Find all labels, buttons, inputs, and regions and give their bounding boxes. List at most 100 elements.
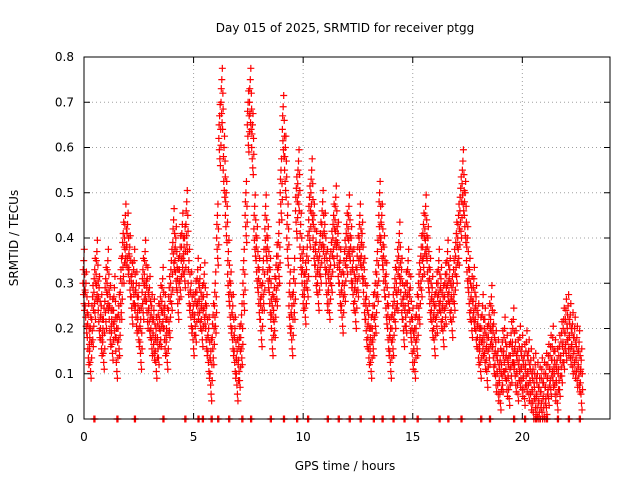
- data-point: [94, 277, 102, 285]
- data-point: [302, 320, 310, 328]
- data-point: [509, 315, 517, 323]
- data-point: [465, 266, 473, 274]
- y-tick-label: 0.1: [55, 367, 74, 381]
- data-point: [573, 322, 581, 330]
- data-point: [139, 266, 147, 274]
- data-point: [373, 309, 381, 317]
- data-point: [361, 254, 369, 262]
- data-point: [185, 257, 193, 265]
- data-point: [373, 282, 381, 290]
- data-point: [276, 279, 284, 287]
- data-point: [154, 311, 162, 319]
- data-point: [218, 110, 226, 118]
- data-point: [165, 284, 173, 292]
- data-point: [382, 270, 390, 278]
- data-point: [421, 211, 429, 219]
- data-point: [473, 306, 481, 314]
- x-tick-label: 15: [405, 430, 420, 444]
- data-point: [572, 343, 580, 351]
- data-point: [467, 279, 475, 287]
- data-point: [163, 358, 171, 366]
- data-point: [473, 282, 481, 290]
- data-point: [136, 338, 144, 346]
- data-point: [309, 180, 317, 188]
- data-point: [576, 327, 584, 335]
- data-point: [122, 200, 130, 208]
- data-point: [414, 331, 422, 339]
- data-point: [353, 277, 361, 285]
- data-point: [293, 227, 301, 235]
- data-point: [291, 295, 299, 303]
- data-point: [519, 331, 527, 339]
- data-point: [400, 336, 408, 344]
- data-point: [465, 300, 473, 308]
- data-point: [514, 397, 522, 405]
- data-point: [154, 320, 162, 328]
- data-point: [442, 320, 450, 328]
- data-point: [316, 286, 324, 294]
- data-point: [212, 293, 220, 301]
- data-point: [356, 245, 364, 253]
- data-point: [223, 202, 231, 210]
- data-point: [131, 245, 139, 253]
- data-point: [448, 327, 456, 335]
- data-point: [548, 343, 556, 351]
- data-point: [282, 186, 290, 194]
- data-point: [565, 291, 573, 299]
- data-point: [310, 200, 318, 208]
- data-point: [529, 399, 537, 407]
- data-point: [304, 257, 312, 265]
- data-point: [169, 239, 177, 247]
- data-point: [350, 270, 358, 278]
- data-point: [565, 315, 573, 323]
- data-point: [465, 288, 473, 296]
- data-point: [173, 248, 181, 256]
- data-point: [241, 306, 249, 314]
- data-point: [545, 401, 553, 409]
- data-point: [168, 306, 176, 314]
- data-point: [332, 182, 340, 190]
- data-point: [93, 248, 101, 256]
- data-point: [328, 288, 336, 296]
- data-point: [136, 325, 144, 332]
- data-point: [99, 338, 107, 346]
- data-point: [544, 361, 552, 369]
- data-point: [309, 234, 317, 242]
- data-point: [208, 397, 216, 405]
- data-point: [327, 272, 335, 280]
- data-point: [165, 327, 173, 335]
- data-point: [214, 254, 222, 262]
- data-point: [563, 356, 571, 364]
- data-point: [355, 234, 363, 242]
- data-point: [200, 279, 208, 287]
- data-point: [416, 320, 424, 328]
- data-point: [358, 239, 366, 247]
- data-point: [187, 279, 195, 287]
- data-point: [558, 372, 566, 380]
- data-point: [218, 64, 226, 72]
- data-point: [81, 288, 89, 296]
- data-point: [341, 297, 349, 305]
- data-point: [373, 257, 381, 265]
- data-point: [222, 223, 230, 231]
- data-point: [164, 345, 172, 353]
- data-point: [100, 358, 108, 366]
- data-point: [450, 300, 458, 308]
- data-point: [452, 239, 460, 247]
- data-point: [92, 257, 100, 265]
- data-point: [430, 336, 438, 344]
- data-point: [506, 401, 514, 409]
- data-point: [451, 306, 459, 314]
- data-point: [118, 295, 126, 303]
- data-point: [277, 209, 285, 217]
- data-point: [296, 186, 304, 194]
- data-point: [111, 297, 119, 305]
- data-point: [110, 293, 118, 301]
- x-tick-label: 5: [190, 430, 198, 444]
- data-point: [327, 239, 335, 247]
- data-point: [212, 322, 219, 330]
- data-point: [163, 349, 171, 357]
- data-point: [227, 279, 235, 287]
- data-point: [155, 354, 163, 362]
